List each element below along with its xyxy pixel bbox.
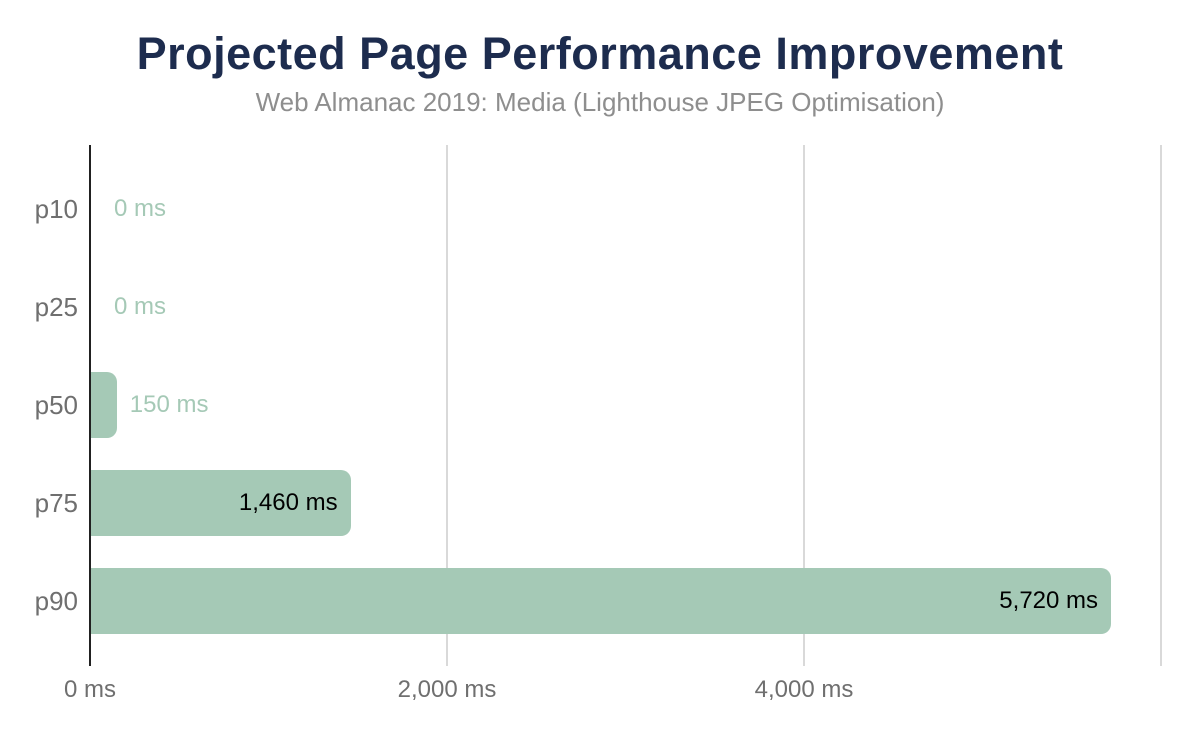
gridline: [1160, 145, 1162, 666]
y-category-label: p75: [34, 488, 78, 518]
bar-p75: [90, 470, 351, 536]
bar-value-label: 0 ms: [114, 293, 167, 320]
y-axis-line: [89, 145, 91, 666]
bar-value-label: 150 ms: [129, 391, 209, 418]
y-category-label: p50: [34, 390, 78, 420]
bar-p90: [90, 568, 1112, 634]
chart-title: Projected Page Performance Improvement: [136, 28, 1064, 79]
x-tick-label: 4,000 ms: [754, 676, 854, 703]
gridline: [446, 145, 448, 666]
bar-value-label: 0 ms: [114, 195, 167, 222]
bar-p50: [90, 372, 117, 438]
gridline: [803, 145, 805, 666]
x-tick-label: 2,000 ms: [397, 676, 497, 703]
chart-subtitle: Web Almanac 2019: Media (Lighthouse JPEG…: [255, 87, 945, 117]
bar-value-label: 5,720 ms: [999, 587, 1099, 614]
y-category-label: p10: [34, 194, 78, 224]
y-category-label: p90: [34, 586, 78, 616]
x-tick-label: 0 ms: [63, 676, 116, 703]
y-category-label: p25: [34, 292, 78, 322]
bar-value-label: 1,460 ms: [238, 489, 338, 516]
